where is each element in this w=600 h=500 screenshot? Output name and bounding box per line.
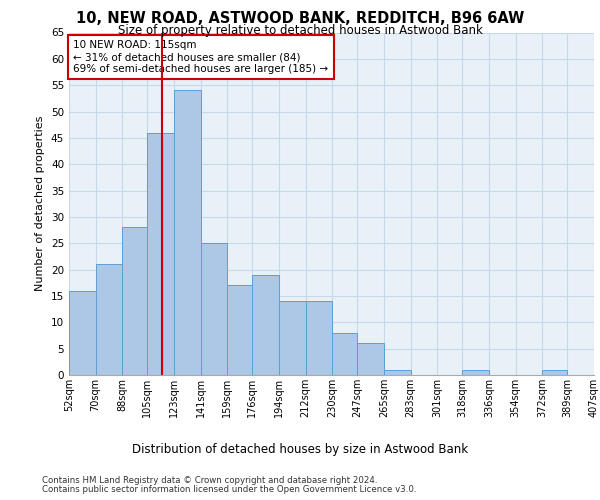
Text: Contains HM Land Registry data © Crown copyright and database right 2024.: Contains HM Land Registry data © Crown c… [42, 476, 377, 485]
Bar [253, 275, 279, 375]
Bar [69, 290, 95, 375]
Bar [148, 132, 174, 375]
Bar [463, 370, 489, 375]
Text: Size of property relative to detached houses in Astwood Bank: Size of property relative to detached ho… [118, 24, 482, 37]
Bar [95, 264, 122, 375]
Bar [358, 344, 384, 375]
Text: 10, NEW ROAD, ASTWOOD BANK, REDDITCH, B96 6AW: 10, NEW ROAD, ASTWOOD BANK, REDDITCH, B9… [76, 11, 524, 26]
Bar [122, 228, 148, 375]
Bar [279, 301, 305, 375]
Y-axis label: Number of detached properties: Number of detached properties [35, 116, 46, 292]
Bar [384, 370, 410, 375]
Bar [227, 286, 253, 375]
Text: Distribution of detached houses by size in Astwood Bank: Distribution of detached houses by size … [132, 442, 468, 456]
Text: Contains public sector information licensed under the Open Government Licence v3: Contains public sector information licen… [42, 485, 416, 494]
Bar [332, 333, 358, 375]
Bar [174, 90, 200, 375]
Bar [200, 244, 227, 375]
Bar [305, 301, 332, 375]
Bar [542, 370, 568, 375]
Text: 10 NEW ROAD: 115sqm
← 31% of detached houses are smaller (84)
69% of semi-detach: 10 NEW ROAD: 115sqm ← 31% of detached ho… [73, 40, 329, 74]
